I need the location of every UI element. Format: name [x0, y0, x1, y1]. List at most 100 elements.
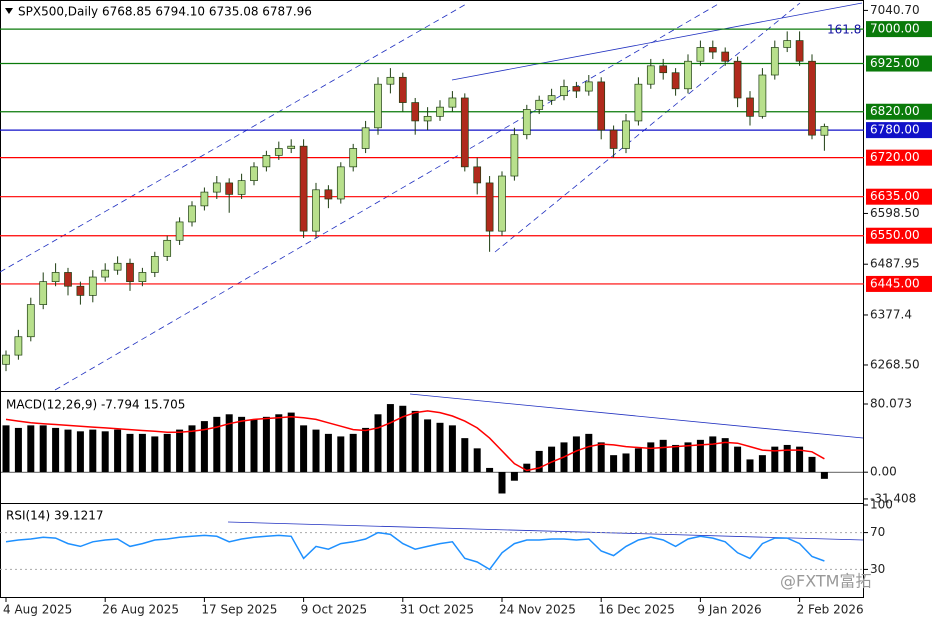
macd-bar	[238, 416, 246, 473]
header-arrow	[5, 8, 13, 14]
x-tick-label: 31 Oct 2025	[400, 603, 474, 617]
macd-bar	[411, 410, 419, 473]
macd-bar	[27, 425, 35, 473]
candle-body	[634, 83, 643, 122]
y-tick-label: 6598.50	[870, 206, 920, 220]
candle-body	[721, 51, 730, 62]
macd-bar	[424, 419, 432, 473]
x-tick-label: 9 Oct 2025	[301, 603, 368, 617]
y-tick-label: 6268.50	[870, 357, 920, 371]
level-label: 6720.00	[870, 150, 920, 164]
level-label: 7000.00	[870, 22, 920, 36]
y-tick-label: 6487.95	[870, 257, 920, 271]
candle-body	[349, 148, 358, 168]
macd-bar	[783, 444, 791, 473]
macd-trend-line	[409, 393, 864, 439]
macd-bar	[696, 439, 704, 473]
candle-body	[485, 182, 494, 232]
rsi-line	[5, 531, 825, 571]
candle-body	[126, 262, 134, 282]
candle-body	[659, 65, 668, 74]
candle-body	[188, 205, 196, 223]
macd-bar	[585, 433, 593, 473]
x-tick-label: 17 Sep 2025	[201, 603, 277, 617]
candle-body	[597, 81, 606, 131]
candle-body	[88, 276, 97, 296]
candle-body	[237, 180, 246, 195]
y-tick-label: 100	[870, 498, 893, 512]
candle-body	[535, 99, 544, 110]
macd-bar	[337, 436, 345, 473]
candle-body	[2, 354, 10, 365]
macd-bar	[225, 414, 233, 473]
macd-bar	[114, 429, 122, 473]
candle-body	[820, 126, 829, 136]
channel-line	[494, 2, 801, 253]
candle-body	[646, 65, 655, 85]
macd-bar	[374, 414, 382, 473]
macd-title: MACD(12,26,9) -7.794 15.705	[6, 398, 185, 412]
macd-bar	[448, 425, 456, 473]
macd-bar	[771, 446, 779, 473]
y-tick-label: 7040.70	[870, 3, 920, 17]
level-box	[866, 55, 932, 72]
fib-label: 161.8	[827, 23, 861, 37]
rsi-trend-line	[227, 521, 864, 541]
candle-body	[795, 40, 804, 62]
macd-bar	[287, 412, 295, 473]
macd-bar	[163, 433, 171, 473]
candle-body	[26, 304, 35, 338]
macd-bar	[548, 446, 556, 473]
candle-body	[560, 86, 568, 97]
y-tick-label: 0.00	[870, 465, 897, 479]
candle-body	[101, 269, 110, 278]
candle-body	[411, 102, 420, 122]
macd-bar	[312, 429, 320, 473]
candle-body	[336, 166, 345, 200]
macd-bar	[510, 472, 518, 481]
level-box	[866, 21, 932, 38]
macd-bar	[349, 433, 357, 473]
candle-body	[423, 115, 432, 122]
macd-bar	[535, 450, 543, 473]
rsi-panel: 100 70 30	[0, 498, 893, 576]
level-label: 6445.00	[870, 276, 920, 290]
signal-line	[5, 410, 825, 472]
macd-bar	[89, 429, 97, 473]
level-label: 6820.00	[870, 104, 920, 118]
macd-bar	[659, 439, 667, 473]
macd-bar	[213, 416, 221, 473]
candle-body	[374, 83, 382, 129]
macd-bar	[523, 463, 531, 473]
macd-bar	[262, 416, 270, 473]
level-label: 6925.00	[870, 56, 920, 70]
macd-bar	[672, 444, 680, 473]
macd-bar	[39, 425, 47, 473]
macd-bar	[324, 433, 332, 473]
macd-bar	[820, 472, 828, 479]
candle-body	[262, 155, 271, 168]
candle-body	[51, 272, 60, 282]
candle-body	[671, 72, 680, 90]
y-tick-label: 6377.4	[870, 307, 912, 321]
level-box	[866, 188, 932, 205]
x-tick-label: 16 Dec 2025	[598, 603, 675, 617]
level-label: 6635.00	[870, 189, 920, 203]
macd-bar	[597, 442, 605, 473]
candle-body	[510, 134, 519, 177]
macd-bar	[188, 425, 196, 473]
macd-bar	[734, 446, 742, 473]
candle-body	[770, 47, 779, 76]
candle-body	[498, 175, 506, 232]
candle-body	[212, 182, 221, 193]
candle-body	[708, 47, 717, 53]
candle-body	[733, 60, 742, 99]
x-tick-label: 4 Aug 2025	[3, 603, 72, 617]
y-tick-label: 30	[870, 562, 885, 576]
candle-body	[361, 127, 370, 149]
candle-body	[460, 97, 469, 168]
candle-body	[758, 74, 767, 117]
macd-bar	[647, 442, 655, 473]
